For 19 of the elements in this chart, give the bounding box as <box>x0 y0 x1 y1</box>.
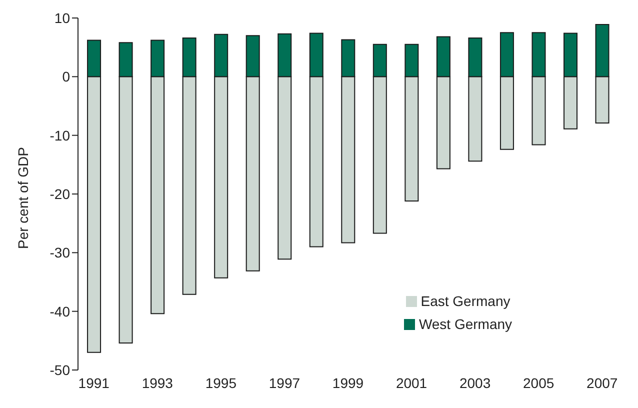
x-tick-label: 1999 <box>332 374 364 391</box>
y-tick-label: 0 <box>62 68 70 85</box>
y-tick-label: -10 <box>50 127 70 144</box>
legend-label: West Germany <box>418 316 512 332</box>
y-tick-label: -50 <box>50 362 70 378</box>
y-tick-label: 10 <box>54 10 70 26</box>
y-axis-title: Per cent of GDP <box>14 147 31 249</box>
x-tick-label: 2001 <box>396 374 428 391</box>
x-tick-label: 1991 <box>78 374 110 391</box>
x-tick-label: 1993 <box>142 374 174 391</box>
y-tick-label: -40 <box>50 303 70 320</box>
x-tick-label: 1995 <box>205 374 237 391</box>
x-tick-label: 2003 <box>459 374 491 391</box>
legend-label: East Germany <box>420 293 510 309</box>
x-tick-label: 1997 <box>268 374 300 391</box>
y-tick-label: -20 <box>50 186 70 202</box>
x-tick-label: 2007 <box>586 374 618 391</box>
x-tick-label: 2005 <box>523 374 554 391</box>
y-tick-label: -30 <box>50 244 70 261</box>
